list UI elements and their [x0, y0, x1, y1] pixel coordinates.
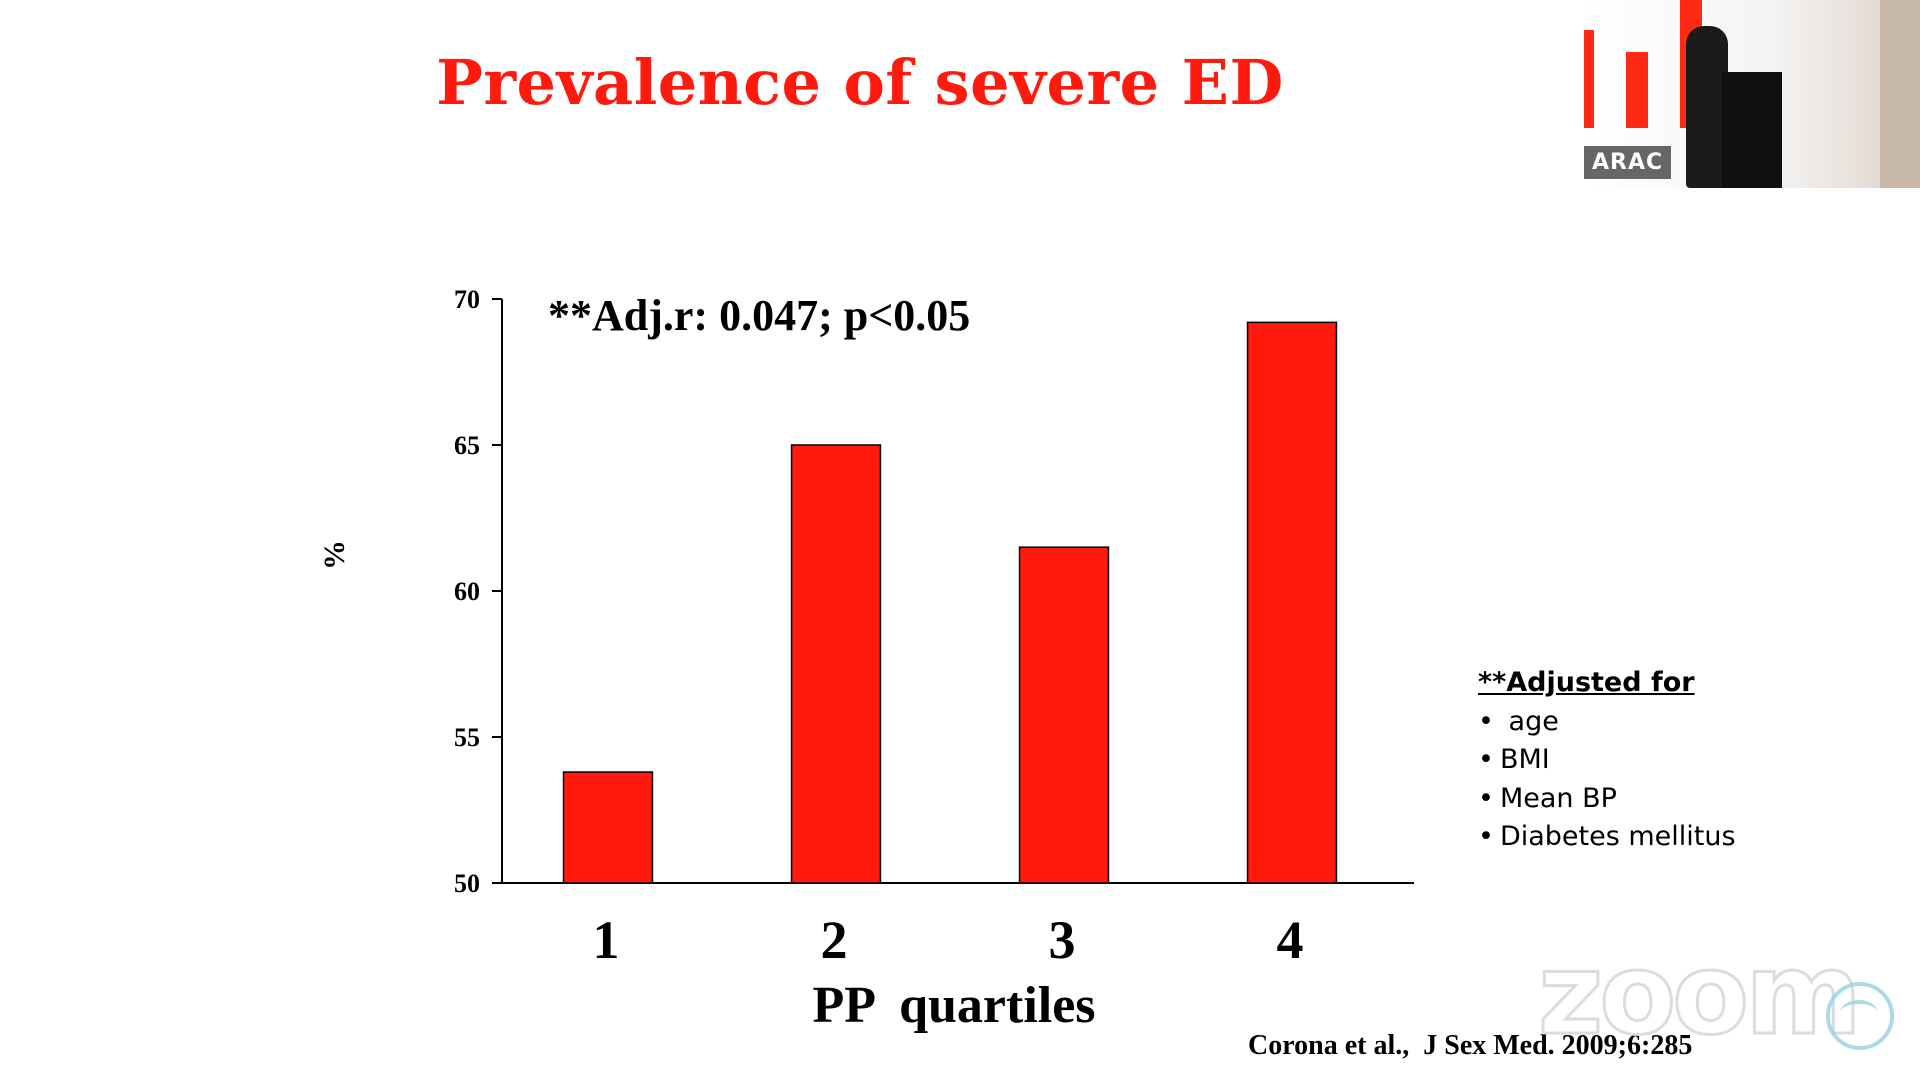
- adjusted-item-label: BMI: [1499, 744, 1550, 775]
- speaker-figure: [1686, 26, 1728, 188]
- x-axis-title: PP quartiles: [812, 977, 1095, 1034]
- bullet-icon: •: [1478, 782, 1494, 814]
- bar-3: [1018, 546, 1110, 884]
- adjusted-item-label: Mean BP: [1499, 782, 1617, 814]
- bars: [562, 321, 1338, 884]
- podium-figure: [1722, 72, 1782, 188]
- adjusted-item-label: Diabetes mellitus: [1499, 821, 1736, 852]
- bullet-icon: •: [1478, 821, 1494, 852]
- adjusted-for-box: **Adjusted for • age • BMI • Mean BP • Diab…: [1478, 664, 1736, 857]
- bar-2: [790, 444, 882, 884]
- x-category-label: 2: [821, 910, 848, 970]
- y-tick-label: 65: [454, 431, 480, 460]
- adjusted-item-diabetes: • Diabetes mellitus: [1478, 818, 1736, 857]
- x-category-label: 1: [593, 910, 620, 970]
- x-category-label: 4: [1277, 910, 1304, 970]
- y-axis-title: %: [318, 540, 351, 570]
- citation: Corona et al., J Sex Med. 2009;6:285: [1248, 1030, 1693, 1061]
- zoom-watermark: zoom: [1537, 929, 1864, 1062]
- thumb-bar-decoration: [1626, 52, 1648, 128]
- speaker-name-label: ARAC: [1584, 146, 1672, 179]
- adjusted-item-age: • age: [1478, 703, 1736, 742]
- thumb-bar-decoration: [1584, 30, 1594, 128]
- bullet-icon: •: [1478, 705, 1494, 737]
- y-tick-label: 55: [454, 723, 480, 752]
- y-tick-label: 50: [454, 869, 480, 898]
- y-tick-label: 70: [454, 285, 480, 314]
- society-logo-icon: [1826, 982, 1894, 1050]
- bullet-icon: •: [1478, 744, 1494, 775]
- slide-title: Prevalence of severe ED: [436, 46, 1284, 119]
- bar-1: [562, 771, 654, 884]
- adjusted-for-heading: **Adjusted for: [1478, 667, 1695, 698]
- thumb-wall-panel: [1880, 0, 1920, 188]
- y-tick-label: 60: [454, 577, 480, 606]
- adjusted-item-label: age: [1499, 705, 1559, 737]
- x-category-labels: 1 2 3 4: [593, 910, 1304, 970]
- adjusted-item-mean-bp: • Mean BP: [1478, 780, 1736, 819]
- x-category-label: 3: [1049, 910, 1076, 970]
- adjusted-for-list: • age • BMI • Mean BP • Diabetes mellitus: [1478, 703, 1736, 857]
- y-ticks: 50 55 60 65 70: [454, 285, 502, 898]
- stat-annotation: **Adj.r: 0.047; p<0.05: [548, 291, 970, 340]
- bar-4: [1246, 321, 1338, 884]
- speaker-video-thumbnail[interactable]: ARAC: [1584, 0, 1920, 188]
- adjusted-item-bmi: • BMI: [1478, 741, 1736, 780]
